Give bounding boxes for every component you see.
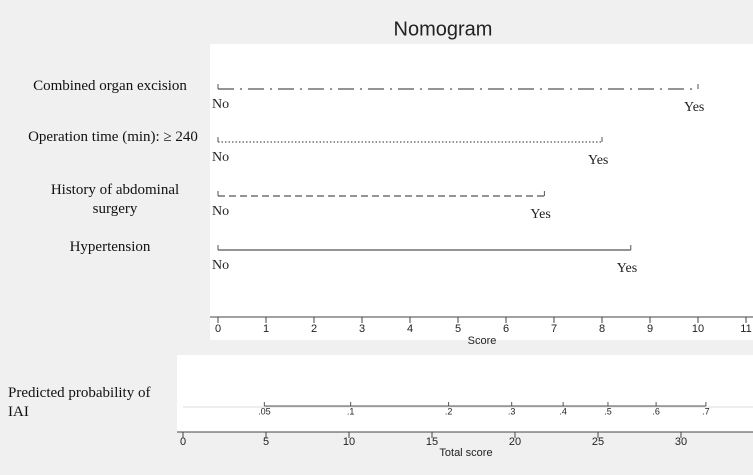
x-tick-label: 8	[599, 323, 605, 335]
probability-tick-label: .3	[508, 406, 516, 416]
x-tick-label: 0	[180, 436, 186, 448]
x-tick-label: 15	[426, 436, 438, 448]
score-panel	[210, 44, 753, 340]
probability-tick-label: .5	[604, 406, 612, 416]
x-tick-label: 20	[509, 436, 521, 448]
level-label: Yes	[530, 207, 550, 222]
variable-label: Hypertension	[69, 239, 151, 255]
x-tick-label: 1	[263, 323, 269, 335]
x-tick-label: 11	[740, 323, 751, 335]
x-tick-label: 5	[263, 436, 269, 448]
probability-tick-label: .2	[445, 406, 453, 416]
x-tick-label: 2	[311, 323, 317, 335]
level-label: No	[212, 258, 229, 273]
level-label: Yes	[684, 100, 704, 115]
x-axis-title: Score	[468, 335, 497, 347]
x-tick-label: 3	[359, 323, 365, 335]
level-label: Yes	[588, 153, 608, 168]
x-axis-title: Total score	[439, 447, 492, 459]
x-tick-label: 9	[647, 323, 653, 335]
x-tick-label: 25	[592, 436, 604, 448]
probability-tick-label: .6	[652, 406, 660, 416]
x-tick-label: 4	[407, 323, 413, 335]
level-label: Yes	[617, 261, 637, 276]
x-tick-label: 7	[551, 323, 557, 335]
x-tick-label: 0	[215, 323, 221, 335]
x-tick-label: 6	[503, 323, 509, 335]
probability-label: Predicted probability of IAI	[8, 385, 151, 420]
x-tick-label: 5	[455, 323, 461, 335]
probability-panel	[177, 355, 753, 432]
probability-tick-label: .7	[702, 406, 710, 416]
level-label: No	[212, 204, 229, 219]
variable-label: Operation time (min): ≥ 240	[28, 129, 198, 145]
x-tick-label: 10	[343, 436, 355, 448]
probability-tick-label: .05	[258, 406, 271, 416]
x-tick-label: 10	[692, 323, 704, 335]
variable-label: History of abdominal surgery	[50, 182, 180, 217]
variable-label: Combined organ excision	[33, 78, 187, 94]
probability-tick-label: .1	[347, 406, 355, 416]
level-label: No	[212, 97, 229, 112]
probability-tick-label: .4	[559, 406, 567, 416]
chart-title: Nomogram	[394, 18, 493, 40]
x-tick-label: 30	[675, 436, 687, 448]
level-label: No	[212, 150, 229, 165]
